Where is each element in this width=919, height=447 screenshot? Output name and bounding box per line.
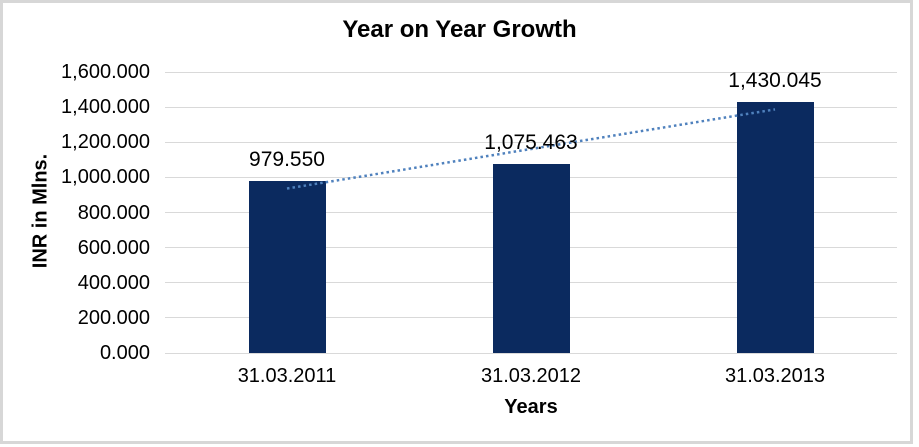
x-tick-label: 31.03.2011 bbox=[237, 365, 337, 387]
bar-31.03.2013 bbox=[736, 101, 814, 353]
gridline bbox=[165, 106, 897, 108]
y-tick-label: 1,000.000 bbox=[61, 166, 150, 189]
y-tick-label: 200.000 bbox=[77, 306, 150, 329]
y-tick-label: 1,200.000 bbox=[61, 131, 150, 154]
bar-31.03.2012 bbox=[492, 164, 570, 353]
trendline bbox=[286, 108, 776, 190]
x-tick-label: 31.03.2012 bbox=[480, 365, 582, 387]
gridline bbox=[165, 71, 897, 73]
bar-value-label: 979.550 bbox=[249, 147, 325, 171]
y-tick-label: 600.000 bbox=[77, 236, 150, 259]
y-tick-label: 0.000 bbox=[99, 342, 150, 364]
gridline bbox=[165, 352, 897, 354]
y-tick-label: 1,400.000 bbox=[61, 96, 150, 119]
y-tick-label: 1,600.000 bbox=[61, 61, 150, 83]
x-tick-label: 31.03.2013 bbox=[724, 365, 826, 387]
chart-title: Year on Year Growth bbox=[342, 16, 577, 43]
y-tick-label: 400.000 bbox=[77, 271, 150, 294]
x-axis-title: Years bbox=[504, 396, 558, 418]
plot-area: 979.550 1,075.463 1,430.045 bbox=[165, 68, 897, 354]
bar-31.03.2011 bbox=[248, 180, 326, 353]
bar-value-label: 1,430.045 bbox=[728, 68, 822, 92]
gridline bbox=[165, 141, 897, 143]
y-tick-label: 800.000 bbox=[77, 201, 150, 224]
bar-value-label: 1,075.463 bbox=[484, 130, 578, 154]
